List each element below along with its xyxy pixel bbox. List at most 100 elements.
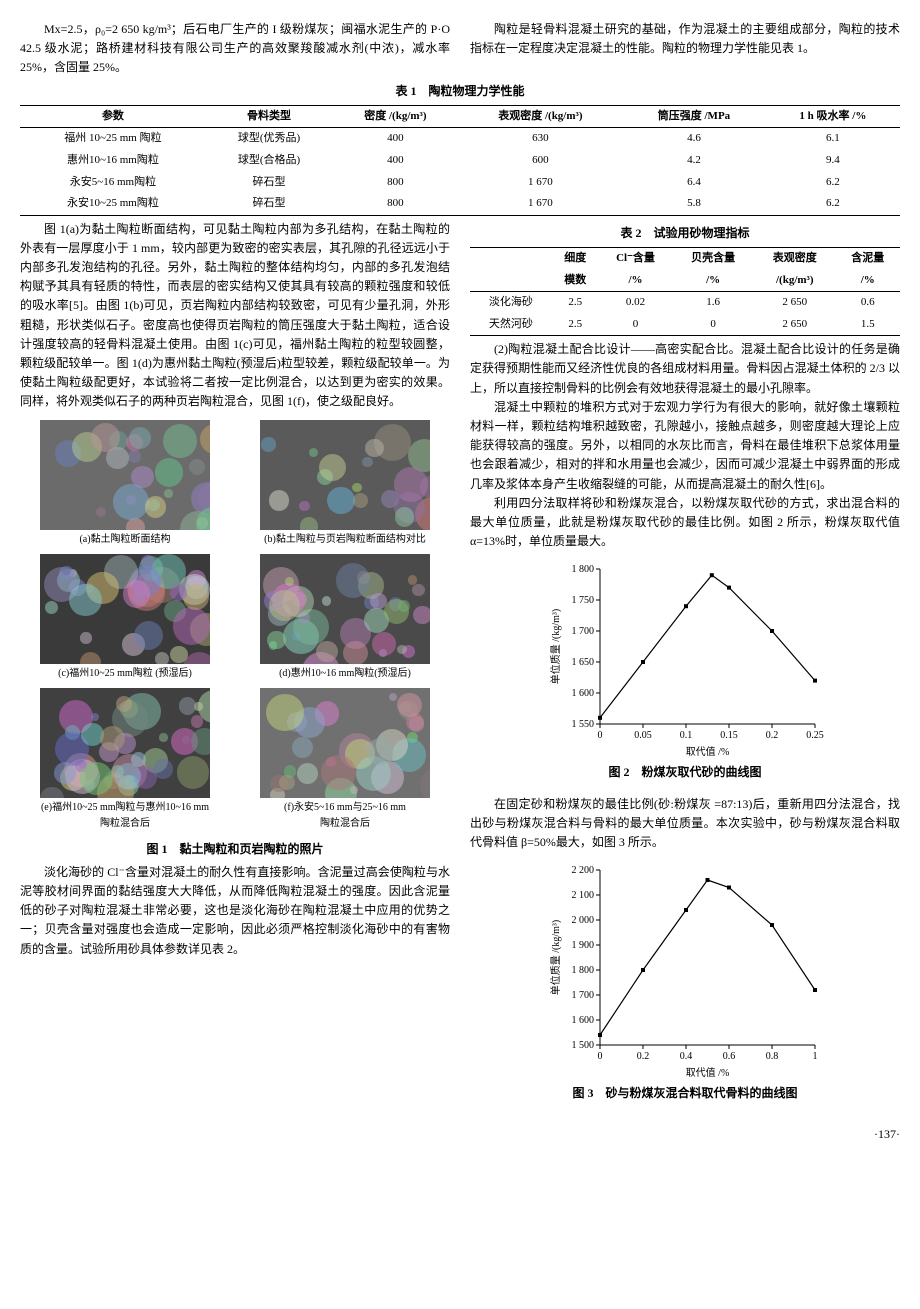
table1-cell: 球型(优秀品) xyxy=(206,128,332,150)
svg-text:0: 0 xyxy=(598,1051,603,1062)
left-para2: 淡化海砂的 Cl⁻含量对混凝土的耐久性有直接影响。含泥量过高会使陶粒与水泥等胶材… xyxy=(20,863,450,959)
table1-cell: 6.1 xyxy=(766,128,900,150)
table2-header: 含泥量 xyxy=(836,247,900,269)
table1-header: 1 h 吸水率 /% xyxy=(766,105,900,128)
svg-text:2 100: 2 100 xyxy=(572,890,595,901)
table1: 参数骨料类型密度 /(kg/m³)表观密度 /(kg/m³)筒压强度 /MPa1… xyxy=(20,105,900,216)
svg-text:1 600: 1 600 xyxy=(572,1015,595,1026)
table2-title: 表 2 试验用砂物理指标 xyxy=(470,224,900,243)
right-para4: 在固定砂和粉煤灰的最佳比例(砂:粉煤灰 =87:13)后，重新用四分法混合，找出… xyxy=(470,795,900,853)
chart3: 1 5001 6001 7001 8001 9002 0002 1002 200… xyxy=(545,860,825,1080)
intro-row: Mx=2.5，ρ₀=2 650 kg/m³；后石电厂生产的 I 级粉煤灰；闽福水… xyxy=(20,20,900,78)
svg-text:取代值 /%: 取代值 /% xyxy=(686,1066,730,1079)
right-para3: 利用四分法取样将砂和粉煤灰混合，以粉煤灰取代砂的方式，求出混合料的最大单位质量，… xyxy=(470,494,900,552)
main-columns: 图 1(a)为黏土陶粒断面结构，可见黏土陶粒内部为多孔结构，在黏土陶粒的外表有一… xyxy=(20,220,900,1116)
table1-cell: 6.2 xyxy=(766,193,900,215)
table1-cell: 9.4 xyxy=(766,150,900,172)
right-para1: (2)陶粒混凝土配合比设计——高密实配合比。混凝土配合比设计的任务是确定获得预期… xyxy=(470,340,900,398)
svg-text:0.8: 0.8 xyxy=(766,1051,779,1062)
caption-e: (e)福州10~25 mm陶粒与惠州10~16 mm 陶粒混合后 xyxy=(41,800,209,832)
table1-cell: 永安10~25 mm陶粒 xyxy=(20,193,206,215)
table2-cell: 天然河砂 xyxy=(470,314,552,336)
table1-cell: 400 xyxy=(332,150,458,172)
table2-cell: 淡化海砂 xyxy=(470,292,552,314)
table1-header: 参数 xyxy=(20,105,206,128)
right-para2: 混凝土中颗粒的堆积方式对于宏观力学行为有很大的影响，就好像土壤颗粒材料一样，颗粒… xyxy=(470,398,900,494)
table2-header xyxy=(470,247,552,269)
svg-text:1 550: 1 550 xyxy=(572,719,595,730)
intro-right: 陶粒是轻骨料混凝土研究的基础，作为混凝土的主要组成部分，陶粒的技术指标在一定程度… xyxy=(470,20,900,58)
page-number: ·137· xyxy=(20,1125,900,1144)
svg-text:2 000: 2 000 xyxy=(572,915,595,926)
svg-text:取代值 /%: 取代值 /% xyxy=(686,745,730,758)
table1-cell: 6.4 xyxy=(622,172,766,194)
caption-c: (c)福州10~25 mm陶粒 (预湿后) xyxy=(58,666,192,682)
svg-text:1 700: 1 700 xyxy=(572,990,595,1001)
table1-cell: 800 xyxy=(332,193,458,215)
caption-f: (f)永安5~16 mm与25~16 mm 陶粒混合后 xyxy=(284,800,406,832)
table1-header: 筒压强度 /MPa xyxy=(622,105,766,128)
table2-cell: 2 650 xyxy=(754,314,836,336)
table1-cell: 400 xyxy=(332,128,458,150)
table2-cell: 2.5 xyxy=(552,314,599,336)
chart3-title: 图 3 砂与粉煤灰混合料取代骨料的曲线图 xyxy=(572,1084,797,1103)
caption-a: (a)黏土陶粒断面结构 xyxy=(79,532,170,548)
table2-header: /% xyxy=(599,270,673,292)
table1-cell: 福州 10~25 mm 陶粒 xyxy=(20,128,206,150)
photo-d: (d)惠州10~16 mm陶粒(预湿后) xyxy=(240,554,450,682)
svg-text:0.05: 0.05 xyxy=(634,730,652,741)
right-column: 表 2 试验用砂物理指标 细度Cl⁻含量贝壳含量表观密度含泥量 模数/%/%/(… xyxy=(470,220,900,1116)
svg-text:1 700: 1 700 xyxy=(572,626,595,637)
svg-text:0.2: 0.2 xyxy=(637,1051,650,1062)
svg-text:2 200: 2 200 xyxy=(572,865,595,876)
svg-text:1 800: 1 800 xyxy=(572,564,595,575)
table1-cell: 1 670 xyxy=(459,193,623,215)
photo-f: (f)永安5~16 mm与25~16 mm 陶粒混合后 xyxy=(240,688,450,832)
svg-text:单位质量 /(kg/m³): 单位质量 /(kg/m³) xyxy=(549,920,562,996)
table1-cell: 永安5~16 mm陶粒 xyxy=(20,172,206,194)
table2-header: 模数 xyxy=(552,270,599,292)
table2-cell: 0.6 xyxy=(836,292,900,314)
table1-header: 表观密度 /(kg/m³) xyxy=(459,105,623,128)
table1-cell: 球型(合格品) xyxy=(206,150,332,172)
svg-text:0.2: 0.2 xyxy=(766,730,779,741)
table1-cell: 1 670 xyxy=(459,172,623,194)
chart2: 1 5501 6001 6501 7001 7501 80000.050.10.… xyxy=(545,559,825,759)
photo-e: (e)福州10~25 mm陶粒与惠州10~16 mm 陶粒混合后 xyxy=(20,688,230,832)
table1-cell: 惠州10~16 mm陶粒 xyxy=(20,150,206,172)
table2-header xyxy=(470,270,552,292)
table2-cell: 1.6 xyxy=(672,292,754,314)
photo-b: (b)黏土陶粒与页岩陶粒断面结构对比 xyxy=(240,420,450,548)
table2-header: /(kg/m³) xyxy=(754,270,836,292)
svg-text:单位质量 /(kg/m³): 单位质量 /(kg/m³) xyxy=(549,609,562,685)
svg-text:1: 1 xyxy=(813,1051,818,1062)
table1-header: 骨料类型 xyxy=(206,105,332,128)
svg-text:0.1: 0.1 xyxy=(680,730,693,741)
table2-cell: 2.5 xyxy=(552,292,599,314)
svg-text:0: 0 xyxy=(598,730,603,741)
left-column: 图 1(a)为黏土陶粒断面结构，可见黏土陶粒内部为多孔结构，在黏土陶粒的外表有一… xyxy=(20,220,450,1116)
svg-text:1 600: 1 600 xyxy=(572,688,595,699)
table2-header: 细度 xyxy=(552,247,599,269)
chart3-container: 1 5001 6001 7001 8001 9002 0002 1002 200… xyxy=(470,860,900,1107)
photo-grid: (a)黏土陶粒断面结构 (b)黏土陶粒与页岩陶粒断面结构对比 (c)福州10~2… xyxy=(20,420,450,832)
table2-header: 表观密度 xyxy=(754,247,836,269)
svg-text:0.4: 0.4 xyxy=(680,1051,693,1062)
svg-text:0.6: 0.6 xyxy=(723,1051,736,1062)
table1-cell: 600 xyxy=(459,150,623,172)
svg-text:0.15: 0.15 xyxy=(720,730,738,741)
svg-text:0.25: 0.25 xyxy=(806,730,824,741)
table2-header: /% xyxy=(836,270,900,292)
svg-text:1 800: 1 800 xyxy=(572,965,595,976)
photo-c: (c)福州10~25 mm陶粒 (预湿后) xyxy=(20,554,230,682)
table2-cell: 0 xyxy=(672,314,754,336)
caption-b: (b)黏土陶粒与页岩陶粒断面结构对比 xyxy=(264,532,426,548)
table1-title: 表 1 陶粒物理力学性能 xyxy=(20,82,900,101)
table1-header: 密度 /(kg/m³) xyxy=(332,105,458,128)
chart2-container: 1 5501 6001 6501 7001 7501 80000.050.10.… xyxy=(470,559,900,786)
table1-cell: 4.2 xyxy=(622,150,766,172)
intro-left: Mx=2.5，ρ₀=2 650 kg/m³；后石电厂生产的 I 级粉煤灰；闽福水… xyxy=(20,20,450,78)
table1-cell: 4.6 xyxy=(622,128,766,150)
left-para1: 图 1(a)为黏土陶粒断面结构，可见黏土陶粒内部为多孔结构，在黏土陶粒的外表有一… xyxy=(20,220,450,412)
table1-cell: 5.8 xyxy=(622,193,766,215)
